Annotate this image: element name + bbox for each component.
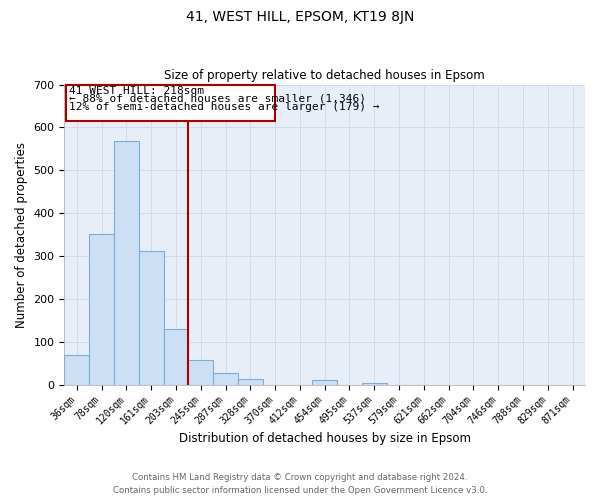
Bar	[164, 329, 188, 384]
Bar	[213, 373, 238, 384]
Text: 12% of semi-detached houses are larger (179) →: 12% of semi-detached houses are larger (…	[70, 102, 380, 112]
Text: 41 WEST HILL: 218sqm: 41 WEST HILL: 218sqm	[70, 86, 205, 96]
Bar	[362, 383, 386, 384]
Bar	[114, 141, 139, 384]
Y-axis label: Number of detached properties: Number of detached properties	[15, 142, 28, 328]
Bar	[188, 360, 213, 384]
Title: Size of property relative to detached houses in Epsom: Size of property relative to detached ho…	[164, 69, 485, 82]
Bar	[89, 234, 114, 384]
Text: Contains HM Land Registry data © Crown copyright and database right 2024.
Contai: Contains HM Land Registry data © Crown c…	[113, 473, 487, 495]
Bar	[313, 380, 337, 384]
Bar	[139, 251, 164, 384]
Bar	[64, 354, 89, 384]
X-axis label: Distribution of detached houses by size in Epsom: Distribution of detached houses by size …	[179, 432, 471, 445]
FancyBboxPatch shape	[65, 84, 275, 121]
Bar	[238, 378, 263, 384]
Text: 41, WEST HILL, EPSOM, KT19 8JN: 41, WEST HILL, EPSOM, KT19 8JN	[186, 10, 414, 24]
Text: ← 88% of detached houses are smaller (1,346): ← 88% of detached houses are smaller (1,…	[70, 94, 367, 104]
